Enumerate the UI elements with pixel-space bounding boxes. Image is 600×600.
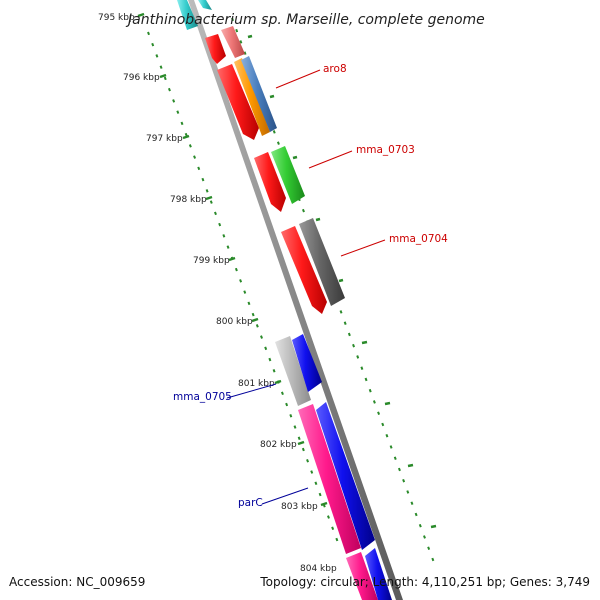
gene-label-mma-0705: mma_0705 xyxy=(173,391,232,403)
gene-arrow xyxy=(299,218,345,306)
tick-label: 802 kbp xyxy=(260,440,297,450)
gene-arrow xyxy=(217,64,259,140)
gene-arrow xyxy=(271,146,305,204)
outer-major-ticks xyxy=(247,34,437,529)
gene-arrow xyxy=(275,336,311,406)
reverse-strand-genes xyxy=(177,0,378,600)
gene-arrow xyxy=(281,226,327,314)
gene-label-parc: parC xyxy=(238,497,263,509)
tick-label: 797 kbp xyxy=(146,134,183,144)
gene-labels: aro8 mma_0703 mma_0704 mma_0705 parC xyxy=(173,63,448,509)
gene-arrow xyxy=(241,56,277,132)
gene-label-aro8: aro8 xyxy=(323,63,347,75)
gene-arrow xyxy=(316,402,375,550)
gene-arrow xyxy=(221,26,245,58)
topology-text: Topology: circular; Length: 4,110,251 bp… xyxy=(260,575,590,589)
gene-label-mma-0704: mma_0704 xyxy=(389,233,448,245)
inner-major-ticks xyxy=(137,12,328,507)
tick-label: 803 kbp xyxy=(281,502,318,512)
tick-label: 801 kbp xyxy=(238,379,275,389)
gene-arrow xyxy=(205,34,226,64)
gene-label-mma-0703: mma_0703 xyxy=(356,144,415,156)
tick-label: 798 kbp xyxy=(170,195,207,205)
gene-arrow xyxy=(234,58,270,136)
tick-label: 799 kbp xyxy=(193,256,230,266)
tick-label: 800 kbp xyxy=(216,317,253,327)
tick-label: 795 kbp xyxy=(98,13,135,23)
gene-label-leaders xyxy=(226,69,386,505)
gene-arrow xyxy=(254,152,286,212)
tick-label: 804 kbp xyxy=(300,564,337,574)
inner-tick-ruler xyxy=(147,31,341,549)
gene-arrow xyxy=(365,548,392,600)
gene-arrow xyxy=(298,404,361,554)
accession-text: Accession: NC_009659 xyxy=(9,575,146,589)
gene-arrow xyxy=(346,552,378,600)
genome-backbone xyxy=(188,0,403,600)
map-title: Janthinobacterium sp. Marseille, complet… xyxy=(125,12,485,28)
tick-labels: 795 kbp 796 kbp 797 kbp 798 kbp 799 kbp … xyxy=(98,13,337,574)
gene-arrow xyxy=(198,0,212,10)
gene-arrow xyxy=(292,334,322,392)
gene-arrow xyxy=(177,0,198,30)
forward-strand-genes xyxy=(198,0,392,600)
tick-label: 796 kbp xyxy=(123,73,160,83)
